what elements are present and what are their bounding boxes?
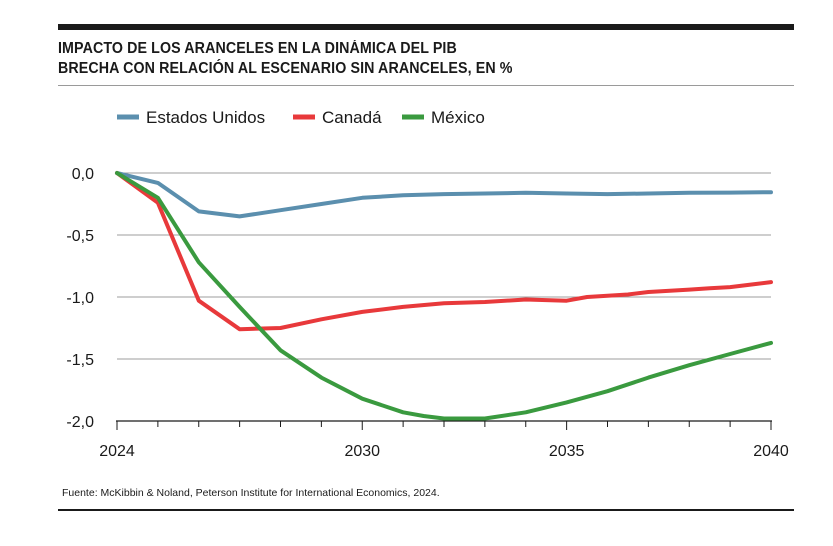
data-point-mexico bbox=[565, 400, 569, 404]
y-tick-label: -2,0 bbox=[66, 414, 94, 431]
legend-label-estados-unidos: Estados Unidos bbox=[146, 108, 265, 127]
data-point-mexico bbox=[728, 352, 732, 356]
y-axis: 0,0 -0,5 -1,0 -1,5 -2,0 bbox=[66, 166, 94, 431]
data-point-canada bbox=[360, 310, 364, 314]
gridlines bbox=[117, 172, 771, 360]
data-point-mexico bbox=[238, 305, 242, 309]
data-point-canada bbox=[238, 327, 242, 331]
data-point-mexico bbox=[360, 397, 364, 401]
x-tick-label: 2030 bbox=[344, 443, 380, 460]
data-point-mexico bbox=[606, 389, 610, 393]
data-point-mexico bbox=[483, 417, 487, 421]
bottom-rule bbox=[58, 509, 794, 511]
legend-label-mexico: México bbox=[431, 108, 485, 127]
data-point-mexico bbox=[279, 348, 283, 352]
y-tick-label: -1,5 bbox=[66, 352, 94, 369]
data-point-mexico bbox=[422, 414, 426, 418]
data-point-mexico bbox=[442, 417, 446, 421]
data-point-canada bbox=[401, 305, 405, 309]
data-point-estados-unidos bbox=[156, 181, 160, 185]
data-point-mexico bbox=[524, 410, 528, 414]
data-point-canada bbox=[279, 326, 283, 330]
data-point-canada bbox=[442, 301, 446, 305]
data-point-canada bbox=[646, 290, 650, 294]
y-tick-label: -1,0 bbox=[66, 290, 94, 307]
data-point-mexico bbox=[687, 363, 691, 367]
data-point-mexico bbox=[197, 260, 201, 264]
data-point-canada bbox=[708, 286, 712, 290]
legend-label-canada: Canadá bbox=[322, 108, 382, 127]
data-point-mexico bbox=[769, 341, 773, 345]
data-point-estados-unidos bbox=[360, 196, 364, 200]
data-point-canada bbox=[585, 295, 589, 299]
data-point-estados-unidos bbox=[524, 191, 528, 195]
data-point-canada bbox=[687, 288, 691, 292]
data-point-estados-unidos bbox=[606, 192, 610, 196]
data-point-canada bbox=[524, 298, 528, 302]
data-point-estados-unidos bbox=[687, 191, 691, 195]
data-point-estados-unidos bbox=[565, 192, 569, 196]
data-point-estados-unidos bbox=[728, 191, 732, 195]
chart-title: IMPACTO DE LOS ARANCELES EN LA DINÁMICA … bbox=[58, 40, 457, 57]
data-point-canada bbox=[483, 300, 487, 304]
data-point-canada bbox=[749, 283, 753, 287]
data-point-canada bbox=[606, 294, 610, 298]
data-point-canada bbox=[319, 317, 323, 321]
series-line-canada bbox=[115, 171, 773, 332]
legend: Estados Unidos Canadá México bbox=[117, 108, 485, 127]
data-point-mexico bbox=[401, 410, 405, 414]
x-tick-label: 2040 bbox=[753, 443, 789, 460]
data-point-canada bbox=[565, 299, 569, 303]
y-tick-label: -0,5 bbox=[66, 228, 94, 245]
data-point-estados-unidos bbox=[279, 208, 283, 212]
top-rule bbox=[58, 24, 794, 30]
data-point-estados-unidos bbox=[646, 192, 650, 196]
x-tick-label: 2024 bbox=[99, 443, 135, 460]
source-note: Fuente: McKibbin & Noland, Peterson Inst… bbox=[62, 487, 440, 499]
data-point-mexico bbox=[156, 196, 160, 200]
data-point-canada bbox=[769, 280, 773, 284]
data-point-estados-unidos bbox=[197, 209, 201, 213]
x-tick-label: 2035 bbox=[549, 443, 585, 460]
data-point-estados-unidos bbox=[442, 192, 446, 196]
data-point-estados-unidos bbox=[319, 202, 323, 206]
data-point-estados-unidos bbox=[769, 190, 773, 194]
data-point-canada bbox=[728, 285, 732, 289]
data-point-estados-unidos bbox=[483, 192, 487, 196]
y-tick-label: 0,0 bbox=[72, 166, 94, 183]
title-divider bbox=[58, 85, 794, 86]
chart-subtitle: BRECHA CON RELACIÓN AL ESCENARIO SIN ARA… bbox=[58, 60, 513, 77]
data-point-mexico bbox=[646, 376, 650, 380]
data-point-estados-unidos bbox=[401, 193, 405, 197]
data-point-mexico bbox=[115, 171, 119, 175]
data-point-estados-unidos bbox=[238, 214, 242, 218]
data-point-canada bbox=[626, 293, 630, 297]
data-point-canada bbox=[197, 299, 201, 303]
series-line-estados-unidos bbox=[115, 171, 773, 219]
data-point-mexico bbox=[319, 376, 323, 380]
series-line-mexico bbox=[115, 171, 773, 421]
x-axis: 2024 2030 2035 2040 bbox=[99, 420, 789, 460]
series-lines bbox=[115, 171, 773, 421]
